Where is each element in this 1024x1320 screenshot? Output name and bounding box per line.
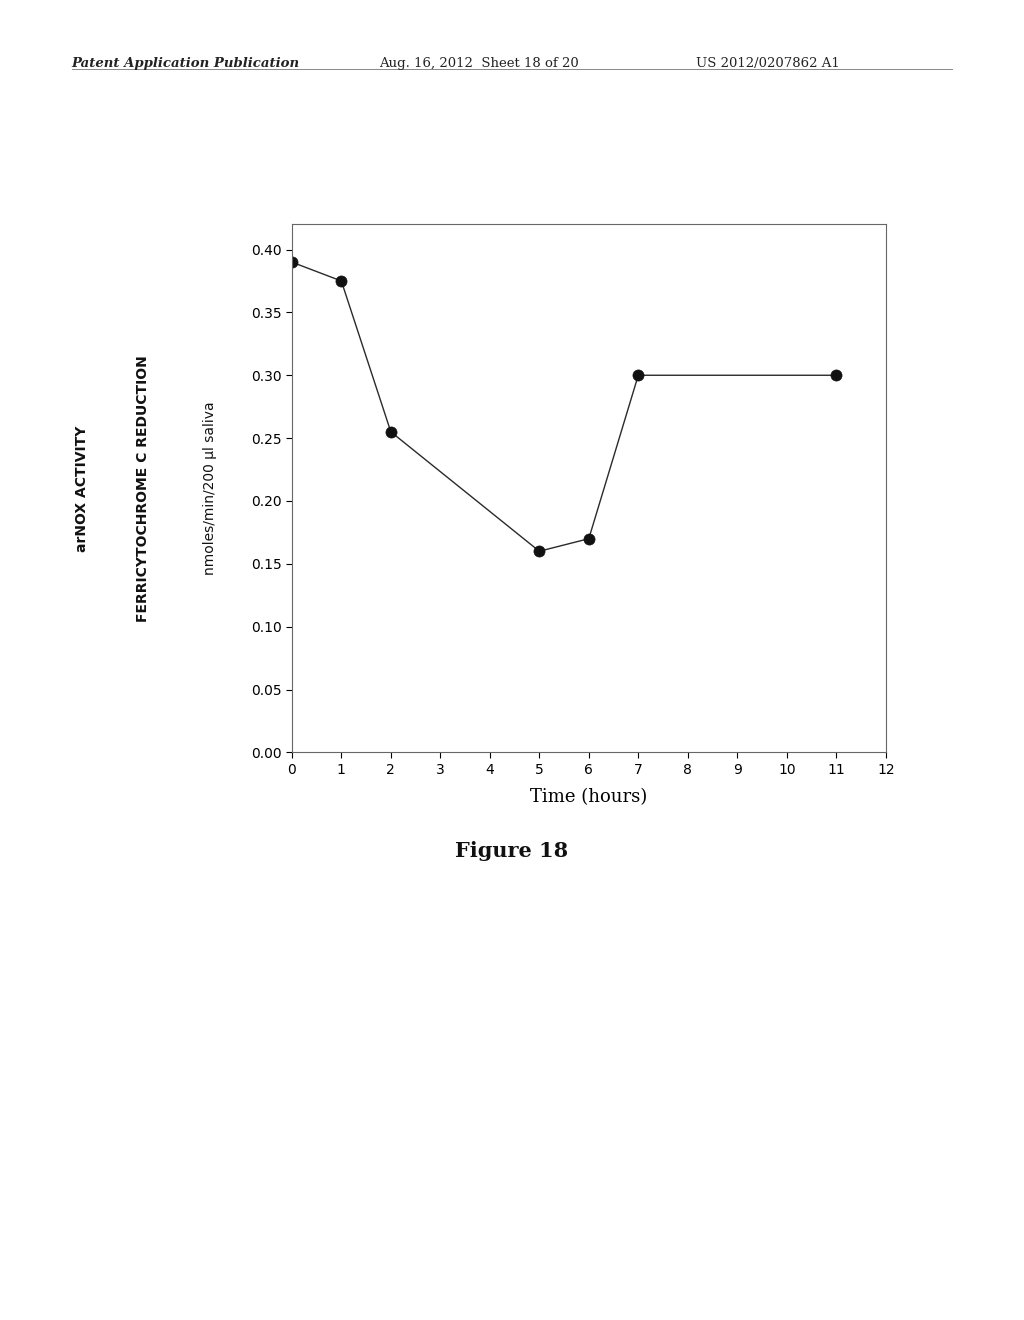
Text: Patent Application Publication: Patent Application Publication bbox=[72, 57, 300, 70]
X-axis label: Time (hours): Time (hours) bbox=[530, 788, 647, 807]
Text: Figure 18: Figure 18 bbox=[456, 841, 568, 862]
Text: Aug. 16, 2012  Sheet 18 of 20: Aug. 16, 2012 Sheet 18 of 20 bbox=[379, 57, 579, 70]
Text: FERRICYTOCHROME C REDUCTION: FERRICYTOCHROME C REDUCTION bbox=[136, 355, 151, 622]
Text: US 2012/0207862 A1: US 2012/0207862 A1 bbox=[696, 57, 840, 70]
Text: nmoles/min/200 µl saliva: nmoles/min/200 µl saliva bbox=[203, 401, 217, 576]
Text: arNOX ACTIVITY: arNOX ACTIVITY bbox=[75, 425, 89, 552]
